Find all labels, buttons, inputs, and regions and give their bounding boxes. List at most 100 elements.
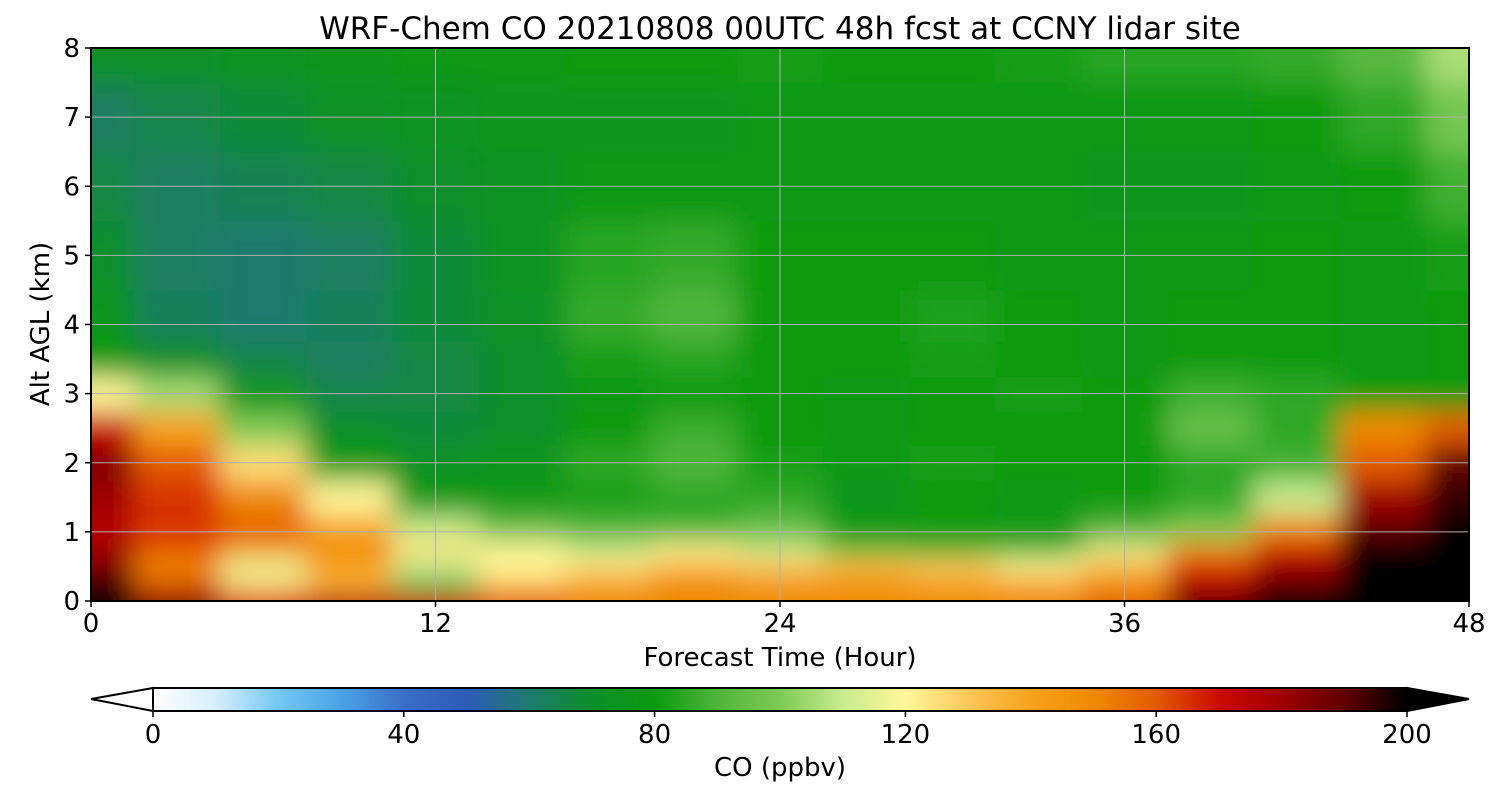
heatmap-cell <box>564 592 652 601</box>
heatmap-cell <box>478 480 566 516</box>
heatmap-cell <box>134 289 221 343</box>
heatmap-cell <box>1425 514 1469 542</box>
heatmap-cell <box>478 557 566 576</box>
heatmap-cell <box>91 575 135 593</box>
heatmap-cell <box>478 48 566 84</box>
heatmap-cell <box>1253 540 1341 559</box>
colorbar-bar <box>152 687 1408 712</box>
heatmap-cell <box>995 557 1083 576</box>
heatmap-cell <box>823 289 910 343</box>
heatmap-cell <box>1425 410 1469 447</box>
heatmap-cell <box>91 289 135 343</box>
heatmap-cell <box>220 557 307 576</box>
heatmap-cell <box>1425 341 1469 377</box>
heatmap-cell <box>1339 410 1427 447</box>
heatmap-cell <box>909 514 996 542</box>
colorbar-ticks: 0 40 80 120 160 200 <box>145 711 1432 750</box>
heatmap-cell <box>1253 480 1341 516</box>
heatmap-cell <box>220 48 307 84</box>
heatmap-cell <box>478 575 566 593</box>
heatmap-cell <box>220 289 307 343</box>
heatmap-cell <box>1167 289 1255 343</box>
heatmap-cell <box>1339 48 1427 84</box>
heatmap-cell <box>1253 592 1341 601</box>
heatmap-cell <box>91 514 135 542</box>
y-tick-label: 2 <box>63 449 80 479</box>
heatmap-cell <box>306 289 394 343</box>
x-axis-ticks: 0 12 24 36 48 <box>83 601 1486 639</box>
heatmap-cell <box>220 540 307 559</box>
heatmap-cell <box>909 480 996 516</box>
heatmap-cell <box>995 540 1083 559</box>
heatmap-cell <box>995 514 1083 542</box>
heatmap-cell <box>823 48 910 84</box>
heatmap-cell <box>823 557 910 576</box>
colorbar-extend-max <box>1406 686 1470 713</box>
heatmap-cell <box>564 575 652 593</box>
heatmap-cell <box>306 480 394 516</box>
colorbar-tick-label: 200 <box>1382 720 1432 750</box>
x-tick-label: 0 <box>83 609 100 639</box>
heatmap-cell <box>1425 480 1469 516</box>
heatmap-cell <box>995 341 1083 377</box>
heatmap-cell <box>1425 592 1469 601</box>
heatmap-cell <box>650 289 738 343</box>
heatmap-cell <box>91 410 135 447</box>
heatmap-cell <box>134 592 221 601</box>
colorbar-tick-label: 0 <box>145 720 162 750</box>
heatmap-cell <box>478 341 566 377</box>
heatmap-cell <box>995 575 1083 593</box>
heatmap-cell <box>220 575 307 593</box>
colorbar-tick-label: 80 <box>638 720 671 750</box>
heatmap-cell <box>134 480 221 516</box>
heatmap-cell <box>823 410 910 447</box>
heatmap-cell <box>823 514 910 542</box>
x-tick-label: 36 <box>1108 609 1141 639</box>
heatmap-cell <box>1167 410 1255 447</box>
heatmap-cell <box>1167 557 1255 576</box>
heatmap-cell <box>306 575 394 593</box>
heatmap-cell <box>995 592 1083 601</box>
heatmap-cell <box>650 480 738 516</box>
heatmap-cell <box>1339 289 1427 343</box>
heatmap-cell <box>220 592 307 601</box>
heatmap-cell <box>1167 514 1255 542</box>
heatmap-cell <box>564 410 652 447</box>
heatmap-cell <box>1167 341 1255 377</box>
heatmap-cell <box>91 557 135 576</box>
heatmap-cell <box>1253 410 1341 447</box>
heatmap-cell <box>564 480 652 516</box>
heatmap-cell <box>909 48 996 84</box>
heatmap-cell <box>91 592 135 601</box>
heatmap-cell <box>1253 48 1341 84</box>
heatmap-cell <box>1425 540 1469 559</box>
heatmap-cell <box>995 410 1083 447</box>
heatmap-cell <box>478 410 566 447</box>
heatmap-cell <box>306 540 394 559</box>
heatmap-cell <box>134 341 221 377</box>
heatmap-cell <box>650 592 738 601</box>
heatmap-cell <box>478 289 566 343</box>
heatmap-cell <box>1339 514 1427 542</box>
heatmap-cell <box>134 557 221 576</box>
heatmap-cell <box>306 341 394 377</box>
heatmap-cell <box>650 540 738 559</box>
y-tick-label: 7 <box>63 103 80 133</box>
heatmap-cell <box>1339 575 1427 593</box>
y-tick-label: 6 <box>63 172 80 202</box>
heatmap-cell <box>995 48 1083 84</box>
heatmap-cell <box>134 48 221 84</box>
heatmap-cell <box>134 540 221 559</box>
heatmap-cell <box>134 410 221 447</box>
heatmap-cell <box>134 514 221 542</box>
heatmap-cell <box>823 540 910 559</box>
heatmap-cell <box>564 48 652 84</box>
heatmap-cell <box>823 575 910 593</box>
heatmap-cell <box>1425 48 1469 84</box>
y-tick-label: 1 <box>63 518 80 548</box>
x-tick-label: 12 <box>419 609 452 639</box>
x-tick-label: 48 <box>1452 609 1485 639</box>
heatmap-cell <box>306 410 394 447</box>
heatmap-cell <box>650 557 738 576</box>
heatmap-cell <box>909 410 996 447</box>
